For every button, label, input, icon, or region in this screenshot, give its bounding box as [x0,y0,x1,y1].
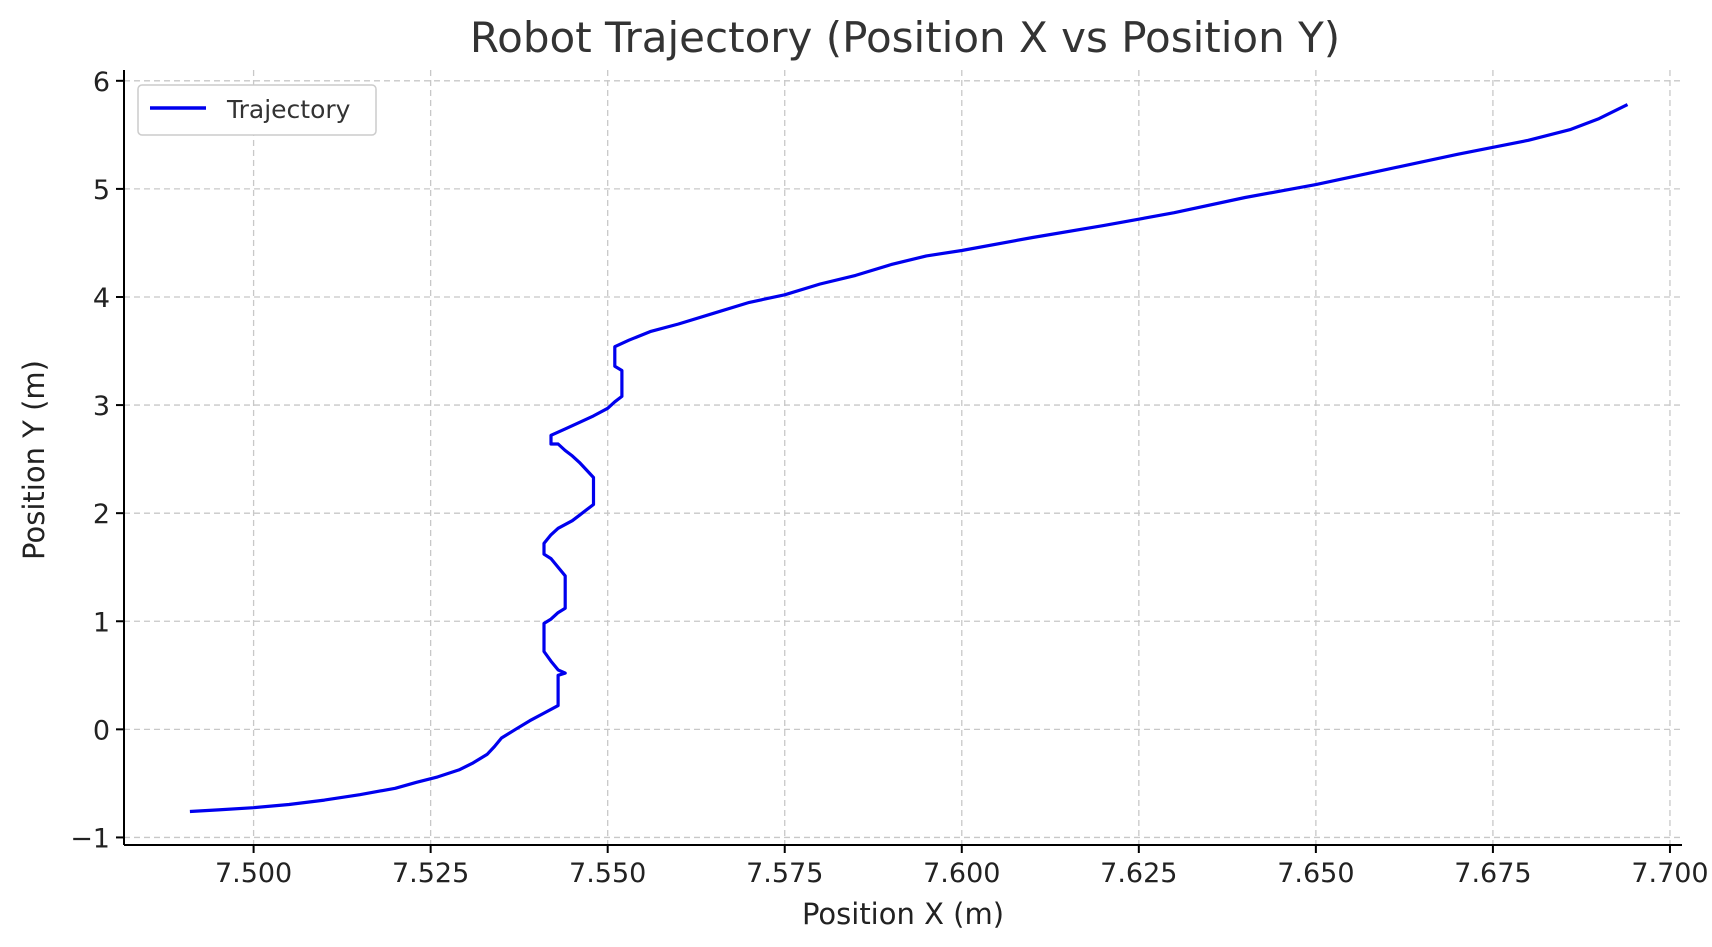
x-tick-label: 7.575 [746,858,823,889]
y-tick-label: 6 [93,67,110,98]
x-tick-label: 7.625 [1100,858,1177,889]
legend-frame [137,84,377,136]
x-tick-label: 7.550 [569,858,646,889]
x-tick-label: 7.675 [1454,858,1531,889]
x-axis-label: Position X (m) [802,897,1004,931]
y-tick-label: 4 [93,283,110,314]
x-tick-label: 7.500 [215,858,292,889]
y-tick-label: 5 [93,175,110,206]
series-layer [189,103,1629,814]
chart-title: Robot Trajectory (Position X vs Position… [470,13,1340,62]
x-tick-label: 7.700 [1631,858,1708,889]
x-tick-label: 7.650 [1277,858,1354,889]
y-tick-label: −1 [70,823,110,854]
y-tick-label: 1 [93,607,110,638]
y-tick-label: 2 [93,499,110,530]
ticks: 7.500 7.525 7.550 7.575 7.600 7.625 7.650 7.675… [70,67,1708,889]
y-axis-label: Position Y (m) [17,360,51,560]
x-tick-label: 7.600 [923,858,1000,889]
grid-lines [124,70,1682,845]
series-line-trajectory [189,103,1629,814]
y-tick-label: 3 [93,391,110,422]
legend: Trajectory [137,84,377,136]
axes [123,70,1682,846]
x-tick-label: 7.525 [392,858,469,889]
y-tick-label: 0 [93,715,110,746]
legend-label-trajectory: Trajectory [226,95,351,124]
